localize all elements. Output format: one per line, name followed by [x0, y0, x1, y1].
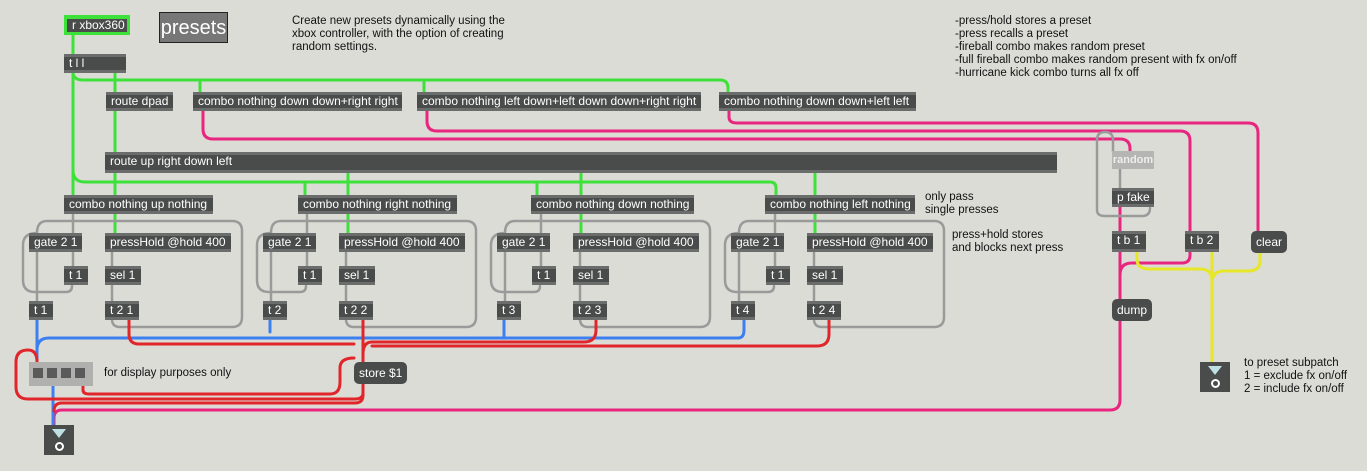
outlet-arrow-icon [1208, 366, 1222, 375]
receive-xbox360-object[interactable]: r xbox360 [64, 15, 130, 35]
description-comment: Create new presets dynamically using the… [292, 15, 505, 53]
trigger-store-object[interactable]: t 2 3 [573, 301, 607, 320]
store-message[interactable]: store $1 [354, 362, 408, 384]
dump-message[interactable]: dump [1112, 299, 1153, 321]
sel-object[interactable]: sel 1 [573, 266, 609, 285]
trigger-store-object[interactable]: t 2 2 [339, 301, 373, 320]
trigger-1-object[interactable]: t 1 [766, 266, 790, 285]
sel-object[interactable]: sel 1 [807, 266, 843, 285]
only-pass-comment: only pass single presses [925, 191, 999, 216]
gate-object[interactable]: gate 2 1 [263, 233, 316, 252]
gate-object[interactable]: gate 2 1 [497, 233, 550, 252]
outlet-arrow-icon [52, 429, 66, 438]
matrix-cell[interactable] [61, 368, 71, 378]
trigger-store-object[interactable]: t 2 4 [807, 301, 841, 320]
combo-hurricane-object[interactable]: combo nothing down down+left left [719, 92, 916, 111]
outlet-comment: to preset subpatch 1 = exclude fx on/off… [1244, 357, 1348, 395]
yellow-cords [1135, 249, 1262, 364]
trigger-1-object[interactable]: t 1 [532, 266, 556, 285]
gate-object[interactable]: gate 2 1 [731, 233, 784, 252]
trigger-out-object[interactable]: t 4 [731, 301, 755, 320]
route-directions-object[interactable]: route up right down left [105, 152, 1057, 173]
trigger-1-object[interactable]: t 1 [298, 266, 322, 285]
outlet-circle-icon [1211, 379, 1220, 388]
matrix-cell[interactable] [75, 368, 85, 378]
red-cords [14, 318, 831, 413]
p-fake-object[interactable]: p fake [1112, 188, 1154, 207]
trigger-object[interactable]: t l l [64, 54, 126, 73]
combo-left-object[interactable]: combo nothing left nothing [765, 195, 915, 214]
sel-object[interactable]: sel 1 [339, 266, 375, 285]
presshold-object[interactable]: pressHold @hold 400 [339, 233, 465, 252]
trigger-b1-object[interactable]: t b 1 [1112, 231, 1146, 252]
gate-object[interactable]: gate 2 1 [29, 233, 82, 252]
matrix-cell[interactable] [33, 368, 43, 378]
sel-object[interactable]: sel 1 [105, 266, 141, 285]
combo-fireball-object[interactable]: combo nothing down down+right right [193, 92, 402, 111]
outlet-right[interactable] [1200, 362, 1230, 392]
combo-up-object[interactable]: combo nothing up nothing [64, 195, 213, 214]
trigger-store-object[interactable]: t 2 1 [105, 301, 139, 320]
presets-button[interactable]: presets [159, 12, 228, 43]
combo-full-fireball-object[interactable]: combo nothing left down+left down down+r… [417, 92, 701, 111]
trigger-1-object[interactable]: t 1 [64, 266, 88, 285]
random-object[interactable]: random [1112, 151, 1154, 169]
route-dpad-object[interactable]: route dpad [106, 92, 173, 111]
presshold-object[interactable]: pressHold @hold 400 [105, 233, 231, 252]
display-comment: for display purposes only [104, 367, 232, 379]
presshold-object[interactable]: pressHold @hold 400 [807, 233, 933, 252]
presshold-object[interactable]: pressHold @hold 400 [573, 233, 699, 252]
outlet-left[interactable] [44, 425, 74, 455]
trigger-out-object[interactable]: t 3 [497, 301, 521, 320]
clear-message[interactable]: clear [1251, 231, 1288, 253]
combo-down-object[interactable]: combo nothing down nothing [531, 195, 694, 214]
trigger-out-object[interactable]: t 1 [29, 301, 53, 320]
combo-right-object[interactable]: combo nothing right nothing [298, 195, 457, 214]
matrix-cell[interactable] [47, 368, 57, 378]
outlet-circle-icon [55, 442, 64, 451]
instructions-comment: -press/hold stores a preset -press recal… [955, 15, 1237, 79]
presshold-comment: press+hold stores and blocks next press [952, 229, 1064, 254]
radio-matrix-display[interactable] [29, 362, 93, 386]
trigger-out-object[interactable]: t 2 [263, 301, 287, 320]
trigger-b2-object[interactable]: t b 2 [1185, 231, 1219, 252]
